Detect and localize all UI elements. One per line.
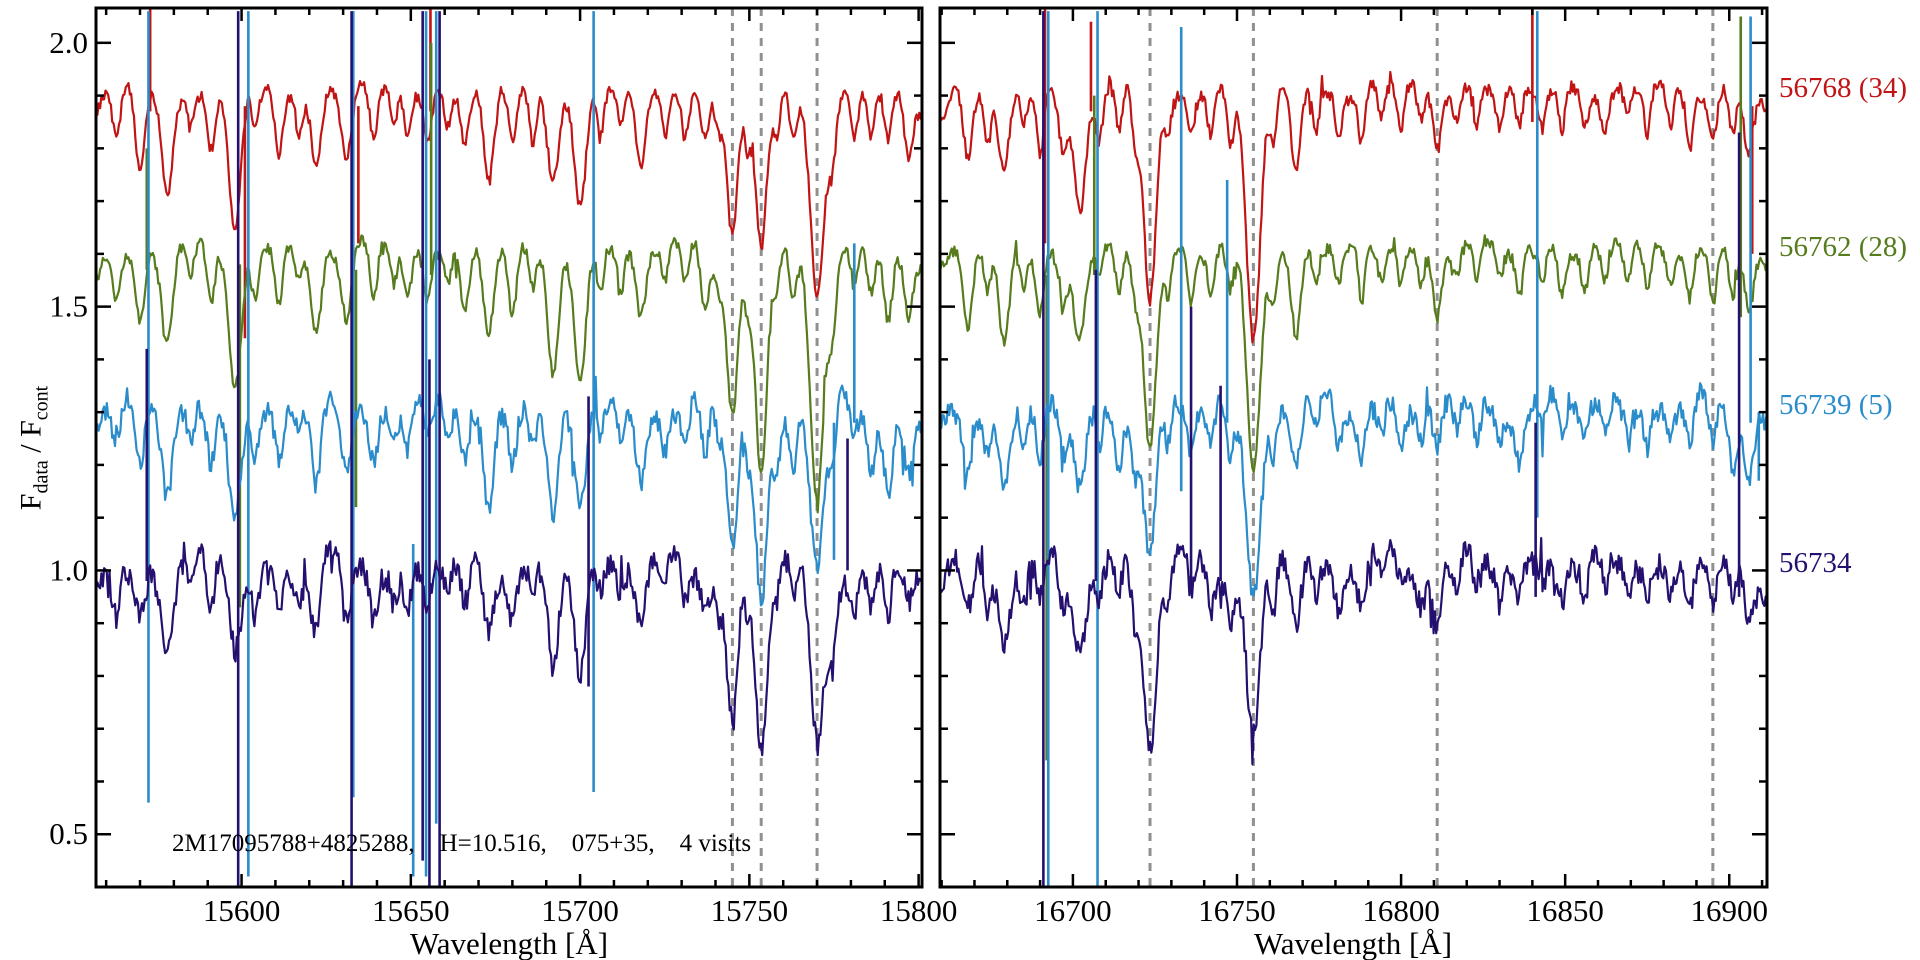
spectrum-curve-56739-left xyxy=(96,375,922,607)
y-axis-title: Fdata / Fcont xyxy=(15,386,54,510)
y-axis-title-f1: F xyxy=(14,493,48,511)
y-tick-label: 0.5 xyxy=(49,816,88,851)
panel-frame-right xyxy=(938,6,1769,889)
x-tick-label-left: 15700 xyxy=(541,893,619,928)
y-tick-label: 1.5 xyxy=(49,289,88,324)
visit-label-56768: 56768 (34) xyxy=(1779,72,1908,105)
x-tick-label-right: 16850 xyxy=(1526,893,1604,928)
spectrum-curve-56762-right xyxy=(940,234,1767,474)
spectrum-curve-56762-left xyxy=(96,234,922,514)
panel-frame-left xyxy=(94,6,924,889)
spectrum-curve-56768-left xyxy=(96,79,922,298)
x-tick-label-right: 16700 xyxy=(1034,893,1112,928)
x-tick-label-left: 15650 xyxy=(372,893,450,928)
y-axis-title-sub2: cont xyxy=(30,385,53,421)
visit-label-56734: 56734 xyxy=(1779,547,1852,580)
x-tick-label-right: 16750 xyxy=(1198,893,1276,928)
y-axis-title-sub1: data xyxy=(30,460,53,494)
spectrum-curve-56734-right xyxy=(940,536,1767,766)
x-tick-label-right: 16800 xyxy=(1362,893,1440,928)
x-tick-label-left: 15750 xyxy=(711,893,789,928)
x-tick-label-left: 15800 xyxy=(880,893,958,928)
spectrum-curve-56739-right xyxy=(940,382,1767,597)
y-tick-label: 2.0 xyxy=(49,25,88,60)
spectrum-curve-56768-right xyxy=(940,70,1767,344)
visit-label-56762: 56762 (28) xyxy=(1779,230,1908,263)
spectrum-curve-56734-left xyxy=(96,540,922,757)
y-axis-title-f2: / F xyxy=(14,420,48,461)
x-tick-label-left: 15600 xyxy=(203,893,281,928)
y-tick-label: 1.0 xyxy=(49,552,88,587)
x-axis-title-right: Wavelength [Å] xyxy=(1253,926,1453,960)
x-axis-title-left: Wavelength [Å] xyxy=(409,926,609,960)
visit-label-56739: 56739 (5) xyxy=(1779,388,1893,421)
target-annotation: 2M17095788+4825288, H=10.516, 075+35, 4 … xyxy=(172,830,752,857)
x-tick-label-right: 16900 xyxy=(1691,893,1769,928)
